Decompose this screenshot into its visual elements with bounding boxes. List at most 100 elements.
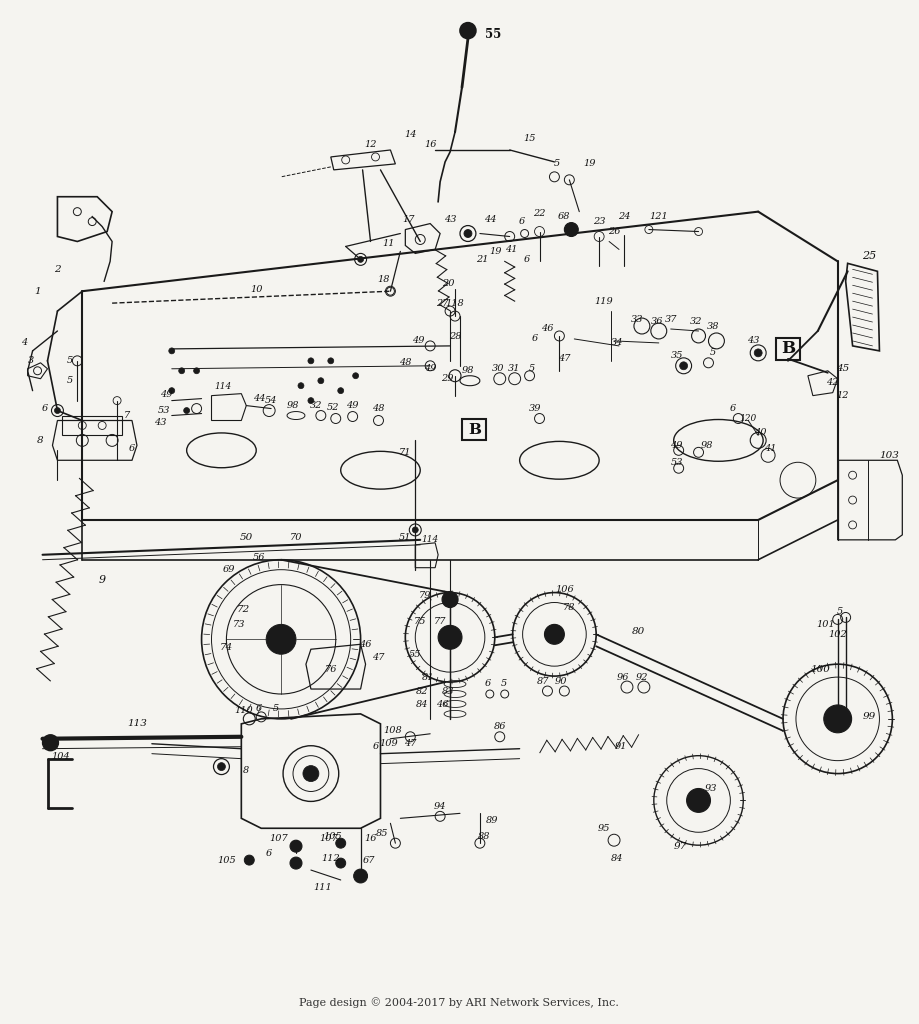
- Text: 51: 51: [399, 534, 412, 543]
- Text: 82: 82: [416, 686, 428, 695]
- Text: 49: 49: [161, 390, 173, 399]
- Text: 98: 98: [461, 367, 474, 375]
- Text: 17: 17: [402, 215, 414, 224]
- Text: 91: 91: [615, 742, 628, 752]
- Text: 25: 25: [862, 252, 877, 261]
- Text: 14: 14: [404, 130, 416, 138]
- Circle shape: [823, 705, 852, 733]
- Text: 93: 93: [704, 784, 717, 793]
- Text: 49: 49: [346, 401, 359, 410]
- Circle shape: [194, 368, 199, 374]
- Circle shape: [564, 222, 578, 237]
- Text: 121: 121: [650, 212, 668, 221]
- Text: 30: 30: [492, 365, 504, 374]
- Circle shape: [169, 388, 175, 393]
- Text: 81: 81: [422, 673, 435, 682]
- Text: 6: 6: [484, 679, 491, 687]
- Text: 1: 1: [34, 287, 40, 296]
- Circle shape: [438, 626, 462, 649]
- Text: 32: 32: [690, 316, 703, 326]
- Circle shape: [303, 766, 319, 781]
- Text: 15: 15: [523, 133, 536, 142]
- Text: 95: 95: [598, 823, 610, 833]
- Text: 43: 43: [747, 337, 759, 345]
- Circle shape: [169, 348, 175, 354]
- Text: 6: 6: [531, 335, 538, 343]
- Circle shape: [354, 869, 368, 883]
- Circle shape: [178, 368, 185, 374]
- Text: 80: 80: [632, 627, 645, 636]
- Text: 41: 41: [505, 245, 518, 254]
- Text: 29: 29: [441, 374, 453, 383]
- Text: 92: 92: [636, 673, 648, 682]
- Text: 6: 6: [256, 705, 262, 714]
- Text: 18: 18: [377, 274, 390, 284]
- Text: 88: 88: [478, 831, 490, 841]
- Text: 46: 46: [359, 640, 372, 649]
- Text: 16: 16: [424, 139, 437, 148]
- Text: 114: 114: [422, 536, 438, 545]
- Text: 5: 5: [501, 679, 507, 687]
- Text: B: B: [781, 340, 795, 357]
- Text: 5: 5: [528, 365, 535, 374]
- Text: 37: 37: [664, 314, 677, 324]
- Text: 49: 49: [412, 337, 425, 345]
- Text: 5: 5: [67, 356, 74, 366]
- Circle shape: [680, 361, 687, 370]
- Text: 120: 120: [740, 414, 757, 423]
- Text: 50: 50: [240, 534, 253, 543]
- Circle shape: [442, 592, 458, 607]
- Text: 48: 48: [399, 358, 412, 368]
- Text: 44: 44: [483, 215, 496, 224]
- Circle shape: [328, 357, 334, 364]
- Text: 94: 94: [434, 802, 447, 811]
- Text: 5: 5: [836, 607, 843, 616]
- Text: 76: 76: [324, 665, 337, 674]
- Circle shape: [290, 857, 302, 869]
- Circle shape: [754, 349, 762, 356]
- Text: 47: 47: [558, 354, 571, 364]
- Text: 118: 118: [446, 299, 464, 307]
- Text: 4: 4: [21, 338, 28, 347]
- Circle shape: [54, 408, 61, 414]
- Text: 109: 109: [379, 739, 398, 749]
- Circle shape: [445, 633, 455, 642]
- Text: 72: 72: [237, 605, 250, 614]
- Text: 119: 119: [595, 297, 614, 305]
- Text: 35: 35: [671, 351, 683, 360]
- Text: 11: 11: [382, 239, 394, 248]
- Text: 40: 40: [754, 428, 766, 437]
- Circle shape: [184, 408, 189, 414]
- Text: 5: 5: [554, 160, 561, 168]
- Text: 56: 56: [253, 553, 266, 562]
- Text: 55: 55: [409, 649, 422, 658]
- Text: 3: 3: [28, 356, 34, 366]
- Text: 70: 70: [289, 534, 302, 543]
- Circle shape: [357, 256, 364, 262]
- Text: 28: 28: [448, 333, 461, 341]
- Text: 32: 32: [310, 401, 323, 410]
- Text: 20: 20: [442, 279, 454, 288]
- Text: 105: 105: [217, 856, 236, 864]
- Text: 55: 55: [484, 28, 501, 41]
- Text: 84: 84: [611, 854, 623, 862]
- Circle shape: [464, 229, 472, 238]
- Text: 10: 10: [250, 285, 263, 294]
- Circle shape: [290, 841, 302, 852]
- Text: 6: 6: [731, 404, 736, 413]
- Text: 100: 100: [810, 665, 830, 674]
- Circle shape: [353, 373, 358, 379]
- Text: 53: 53: [671, 458, 683, 467]
- Text: 99: 99: [863, 713, 876, 721]
- Text: 12: 12: [364, 139, 377, 148]
- Text: 84: 84: [416, 700, 428, 710]
- Text: 104: 104: [51, 753, 70, 761]
- Text: 85: 85: [376, 828, 389, 838]
- Text: 2: 2: [54, 265, 61, 273]
- Text: 74: 74: [220, 643, 233, 651]
- Text: 73: 73: [233, 620, 245, 629]
- Text: 46: 46: [436, 700, 448, 710]
- Text: 6: 6: [372, 742, 379, 752]
- Text: 52: 52: [326, 403, 339, 412]
- Text: 107: 107: [320, 834, 338, 843]
